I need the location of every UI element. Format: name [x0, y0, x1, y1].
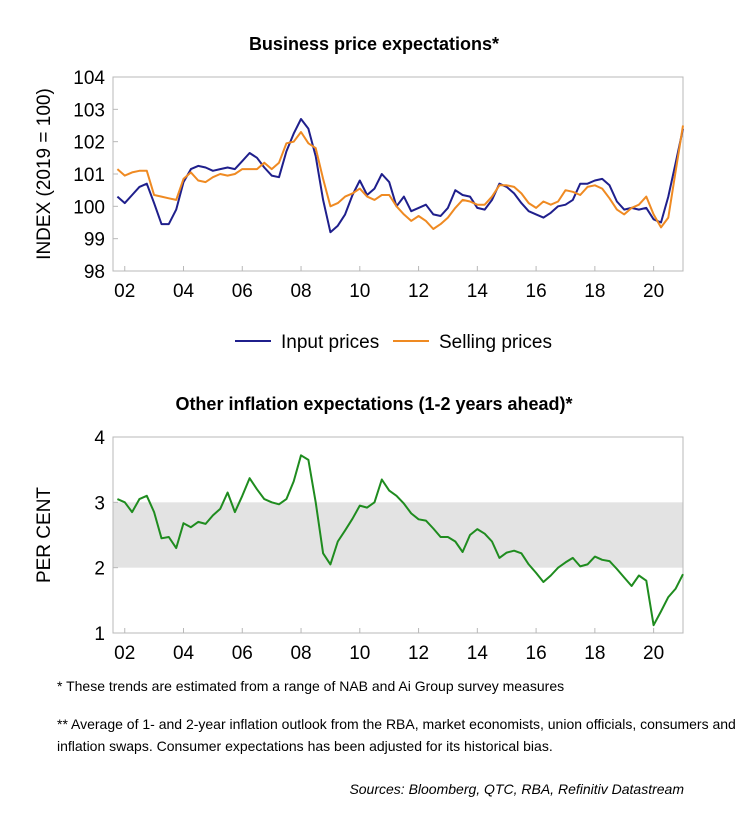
- chart1-plot-frame: [112, 76, 684, 272]
- footnote-2: ** Average of 1- and 2-year inflation ou…: [57, 716, 736, 754]
- chart2-ytick-label: 4: [94, 428, 105, 449]
- chart1-xtick-label: 02: [114, 281, 135, 302]
- chart2-xtick-label: 14: [467, 643, 489, 664]
- chart1-ytick-label: 99: [84, 230, 105, 251]
- chart1-ytick-label: 102: [73, 133, 105, 154]
- chart1-xtick-label: 06: [232, 281, 253, 302]
- chart1-xtick-label: 04: [173, 281, 195, 302]
- chart2-series-line-0: [117, 454, 684, 627]
- chart2-target-band: [113, 502, 683, 568]
- legend-label-1: Selling prices: [439, 332, 552, 353]
- chart2-ytick-label: 1: [94, 624, 105, 645]
- chart2-title: Other inflation expectations (1-2 years …: [175, 394, 573, 414]
- chart2-y-axis-label: PER CENT: [34, 487, 55, 583]
- chart2-xtick-label: 08: [290, 643, 311, 664]
- chart1-ytick-label: 101: [73, 165, 105, 186]
- chart2-xtick-label: 20: [643, 643, 664, 664]
- chart1-ytick-label: 103: [73, 100, 105, 121]
- chart2-xtick-label: 16: [526, 643, 547, 664]
- chart1-ytick-label: 100: [73, 197, 105, 218]
- chart1-xtick-label: 08: [290, 281, 311, 302]
- chart2-xtick-label: 10: [349, 643, 370, 664]
- chart1-ytick-label: 104: [73, 68, 105, 89]
- chart2-ytick-label: 2: [94, 559, 105, 580]
- chart2-xtick-label: 04: [173, 643, 195, 664]
- chart1-y-axis-label: INDEX (2019 = 100): [34, 88, 55, 260]
- chart1-xtick-label: 18: [584, 281, 605, 302]
- chart1-xtick-label: 10: [349, 281, 370, 302]
- chart1-xtick-label: 14: [467, 281, 489, 302]
- sources-note: Sources: Bloomberg, QTC, RBA, Refinitiv …: [349, 781, 684, 797]
- chart1-xtick-label: 12: [408, 281, 429, 302]
- chart1-series-line-selling-prices: [116, 125, 684, 230]
- legend-label-0: Input prices: [281, 332, 379, 353]
- chart1-title: Business price expectations*: [248, 34, 500, 54]
- chart2-xtick-label: 06: [232, 643, 253, 664]
- chart2-xtick-label: 12: [408, 643, 429, 664]
- chart2-plot-frame: [112, 436, 684, 634]
- chart1-series-line-input-prices: [116, 118, 684, 234]
- chart2-ytick-label: 3: [94, 493, 105, 514]
- chart2-xtick-label: 18: [584, 643, 605, 664]
- chart1-xtick-label: 16: [526, 281, 547, 302]
- chart2-xtick-label: 02: [114, 643, 135, 664]
- chart1-ytick-label: 98: [84, 262, 105, 283]
- footnote-1: * These trends are estimated from a rang…: [57, 678, 565, 694]
- chart1-xtick-label: 20: [643, 281, 664, 302]
